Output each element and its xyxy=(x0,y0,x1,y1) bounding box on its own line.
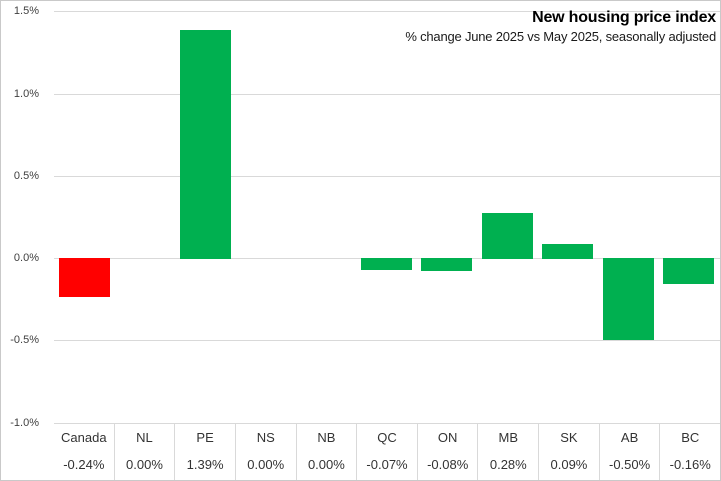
table-column-on: ON -0.08% xyxy=(416,423,478,480)
table-column-pe: PE 1.39% xyxy=(174,423,235,480)
bar-on xyxy=(421,258,472,271)
bar-bc xyxy=(663,258,714,284)
bar-mb xyxy=(482,213,533,259)
value-label: 1.39% xyxy=(186,457,224,472)
bar-qc xyxy=(361,258,412,270)
category-label: NS xyxy=(256,430,275,445)
chart-subtitle: % change June 2025 vs May 2025, seasonal… xyxy=(405,29,716,44)
table-column-ab: AB -0.50% xyxy=(598,423,660,480)
table-column-nb: NB 0.00% xyxy=(295,423,357,480)
category-label: NB xyxy=(317,430,336,445)
value-label: 0.09% xyxy=(550,457,588,472)
bar-sk xyxy=(542,244,593,259)
category-label: ON xyxy=(437,430,458,445)
bar-canada xyxy=(59,258,110,297)
y-axis-tick-label: 0.0% xyxy=(13,252,39,264)
category-label: QC xyxy=(377,430,397,445)
value-label: -0.07% xyxy=(366,457,408,472)
table-column-ns: NS 0.00% xyxy=(234,423,296,480)
category-label: Canada xyxy=(61,430,107,445)
gridline-1.0% xyxy=(54,94,720,95)
gridline--1.0% xyxy=(54,423,720,424)
bar-pe xyxy=(180,30,231,259)
category-label: SK xyxy=(560,430,578,445)
y-axis-tick-label: 1.5% xyxy=(13,5,39,17)
y-axis-tick-label: 0.5% xyxy=(13,170,39,182)
chart-title: New housing price index xyxy=(532,9,716,26)
category-label: MB xyxy=(498,430,519,445)
y-axis-tick-label: -1.0% xyxy=(10,417,39,429)
value-label: 0.00% xyxy=(247,457,285,472)
table-column-qc: QC -0.07% xyxy=(356,423,417,480)
value-label: -0.50% xyxy=(608,457,651,472)
table-column-sk: SK 0.09% xyxy=(538,423,599,480)
table-column-bc: BC -0.16% xyxy=(659,423,720,480)
value-label: 0.28% xyxy=(489,457,527,472)
value-label: 0.00% xyxy=(307,457,345,472)
table-column-nl: NL 0.00% xyxy=(113,423,175,480)
table-column-canada: Canada -0.24% xyxy=(54,423,114,480)
value-label: -0.24% xyxy=(63,457,105,472)
gridline-0.5% xyxy=(54,176,720,177)
category-label: BC xyxy=(681,430,700,445)
value-label: -0.16% xyxy=(669,457,711,472)
category-label: NL xyxy=(136,430,153,445)
y-axis-tick-label: 1.0% xyxy=(13,88,39,100)
y-axis-tick-label: -0.5% xyxy=(10,334,39,346)
bar-ab xyxy=(603,258,654,340)
category-label: AB xyxy=(620,430,639,445)
value-label: 0.00% xyxy=(126,457,163,472)
gridline-1.5% xyxy=(54,11,720,12)
category-table: Canada -0.24% NL 0.00% PE 1.39% NS 0.00% NB 0.00%… xyxy=(54,423,720,480)
chart-header: New housing price index % change June 20… xyxy=(405,7,716,46)
value-label: -0.08% xyxy=(427,457,469,472)
table-column-mb: MB 0.28% xyxy=(477,423,538,480)
gridline--0.5% xyxy=(54,340,720,341)
category-label: PE xyxy=(196,430,214,445)
